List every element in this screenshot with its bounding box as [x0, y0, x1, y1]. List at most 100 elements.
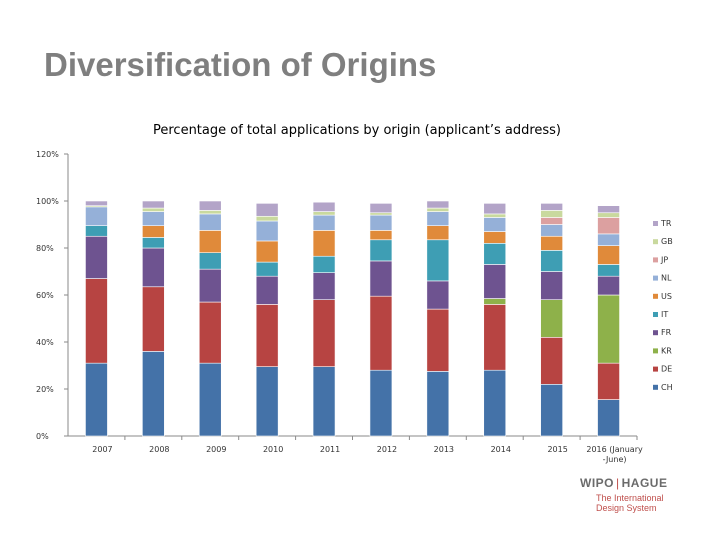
legend-label-fr: FR [661, 328, 672, 337]
y-tick-label: 120% [36, 150, 59, 159]
bar-segment-it [198, 252, 222, 270]
wipo-hague-logo: WIPO | HAGUE The International Design Syst… [580, 476, 690, 513]
bar-segment-nl [85, 206, 108, 226]
bar-segment-gb [312, 211, 336, 216]
bar-segment-nl [198, 213, 222, 231]
bar-segment-fr [142, 247, 165, 288]
legend-label-tr: TR [660, 219, 672, 228]
legend-swatch-gb [653, 239, 658, 245]
bar-segment-us [255, 240, 279, 263]
x-tick-label: 2009 [206, 445, 226, 454]
bar-segment-it [483, 243, 507, 265]
bar-segment-fr [85, 235, 108, 279]
x-tick-label: 2007 [92, 445, 112, 454]
bar-segment-fr [597, 275, 620, 296]
legend-label-jp: JP [660, 255, 668, 264]
legend-swatch-tr [653, 221, 658, 226]
bar-segment-us [426, 225, 450, 241]
bar-segment-fr [426, 280, 450, 310]
legend-label-ch: CH [661, 383, 673, 392]
x-tick-label-line: 2009 [206, 445, 226, 454]
x-tick-label-line: 2013 [434, 445, 454, 454]
y-tick-label: 80% [36, 244, 54, 253]
bar-segment-gb [483, 213, 507, 218]
legend-label-de: DE [661, 365, 672, 374]
logo-separator: | [616, 476, 620, 490]
bar-segment-fr [540, 271, 563, 301]
y-tick-label: 20% [36, 385, 54, 394]
x-tick-label: 2013 [434, 445, 454, 454]
legend-label-nl: NL [661, 274, 672, 283]
x-tick-label-line: 2016 (January [586, 445, 643, 454]
bar-segment-de [198, 301, 222, 364]
bar-segment-de [597, 362, 620, 400]
legend-swatch-jp [653, 257, 658, 263]
bar-segment-gb [142, 207, 165, 212]
slide-title: Diversification of Origins [44, 46, 437, 83]
bar-segment-gb [255, 215, 279, 222]
bar-segment-ch [369, 369, 393, 437]
legend-swatch-de [653, 366, 658, 372]
x-tick-label-line: 2012 [377, 445, 397, 454]
bar-segment-us [198, 230, 222, 254]
bar-segment-it [540, 250, 563, 272]
x-tick-label: 2008 [149, 445, 169, 454]
bar-segment-gb [426, 207, 450, 212]
y-tick-label: 40% [36, 338, 54, 347]
bar-segment-tr [597, 205, 620, 214]
bar-segment-ch [426, 371, 450, 437]
x-tick-label: 2016 (January -June) [586, 445, 643, 464]
bar-segment-nl [597, 233, 620, 246]
bar-segment-nl [540, 224, 563, 237]
legend-swatch-nl [653, 275, 658, 281]
bar-segment-nl [483, 217, 507, 232]
bar-segment-de [142, 286, 165, 352]
bar-segment-nl [142, 211, 165, 226]
legend-swatch-fr [653, 330, 658, 336]
bar-segment-de [540, 336, 563, 385]
bar-segment-tr [540, 203, 563, 211]
bar-segment-ch [597, 399, 620, 437]
y-tick-label: 0% [36, 432, 49, 441]
bar-segment-ch [85, 362, 108, 437]
bar-segment-fr [483, 264, 507, 299]
bar-segment-tr [369, 203, 393, 214]
legend-swatch-ch [653, 384, 658, 390]
bar-segment-ch [198, 362, 222, 437]
bar-segment-it [426, 239, 450, 282]
logo-subtitle-line1: The International [596, 493, 664, 503]
x-tick-label-line: -June) [603, 455, 627, 464]
bar-segment-fr [312, 272, 336, 300]
bar-segment-it [85, 225, 108, 237]
bar-segment-tr [312, 201, 336, 212]
bar-segment-ch [540, 383, 563, 437]
logo-subtitle-line2: Design System [596, 503, 657, 513]
x-tick-label: 2012 [377, 445, 397, 454]
bar-segment-us [483, 231, 507, 244]
bar-segment-fr [255, 275, 279, 305]
bar-segment-ch [255, 366, 279, 437]
bar-segment-it [312, 255, 336, 273]
bar-segment-gb [540, 210, 563, 218]
x-tick-label-line: 2010 [263, 445, 283, 454]
bar-segment-tr [483, 203, 507, 215]
bar-segment-de [426, 308, 450, 372]
bar-segment-it [597, 264, 620, 277]
bar-segment-tr [426, 200, 450, 209]
bar-segment-tr [142, 200, 165, 209]
bar-segment-de [255, 304, 279, 367]
x-tick-label-line: 2011 [320, 445, 340, 454]
bar-segment-de [312, 299, 336, 367]
bar-segment-de [85, 278, 108, 364]
x-tick-label-line: 2015 [547, 445, 567, 454]
bar-segment-us [312, 230, 336, 257]
bar-segment-gb [198, 210, 222, 215]
bar-segment-jp [540, 217, 563, 225]
y-tick-label: 100% [36, 197, 59, 206]
x-tick-label: 2015 [547, 445, 567, 454]
bar-segment-de [369, 295, 393, 371]
logo-hague-text: HAGUE [621, 476, 668, 490]
logo-wipo-text: WIPO [580, 476, 614, 490]
bar-segment-nl [369, 214, 393, 231]
